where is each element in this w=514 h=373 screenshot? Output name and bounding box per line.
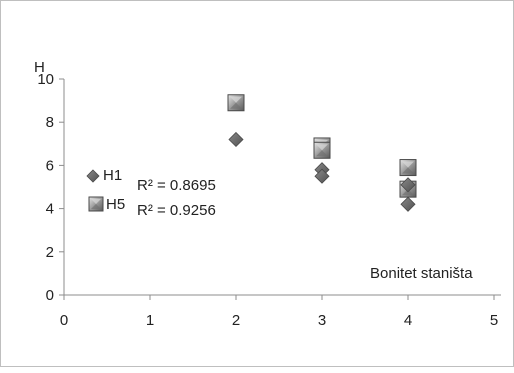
y-axis-title: H <box>34 59 45 76</box>
h1-point <box>400 177 416 193</box>
legend-h5-marker <box>88 196 104 212</box>
y-axis-ticks: 0 2 4 6 8 10 <box>37 71 64 304</box>
data-points <box>227 94 417 212</box>
y-tick-label: 6 <box>46 157 54 174</box>
legend: H1 H5 <box>86 167 125 213</box>
legend-square-icon <box>88 196 104 212</box>
x-tick-label: 0 <box>60 312 68 329</box>
h5-point <box>313 141 331 159</box>
legend-diamond-icon <box>86 169 100 183</box>
x-tick-label: 1 <box>146 312 154 329</box>
x-tick-label: 2 <box>232 312 240 329</box>
r2-h1-label: R² = 0.8695 <box>137 177 216 194</box>
h1-point <box>228 131 244 148</box>
y-tick-label: 0 <box>46 287 54 304</box>
y-tick-label: 8 <box>46 114 54 131</box>
legend-h5-label: H5 <box>106 196 125 213</box>
h1-point <box>314 168 330 184</box>
x-tick-label: 4 <box>404 312 412 329</box>
x-tick-label: 5 <box>490 312 498 329</box>
h5-point <box>227 94 245 112</box>
r2-h5-label: R² = 0.9256 <box>137 202 216 219</box>
x-axis-title: Bonitet staništa <box>370 265 473 282</box>
y-tick-label: 10 <box>37 71 54 88</box>
y-tick-label: 4 <box>46 201 54 218</box>
h1-point <box>400 196 416 212</box>
legend-h1-label: H1 <box>103 167 122 184</box>
x-tick-label: 3 <box>318 312 326 329</box>
legend-h1-marker <box>86 169 100 183</box>
h5-point <box>399 159 417 177</box>
x-axis-ticks: 0 1 2 3 4 5 <box>60 295 498 329</box>
y-tick-label: 2 <box>46 244 54 261</box>
